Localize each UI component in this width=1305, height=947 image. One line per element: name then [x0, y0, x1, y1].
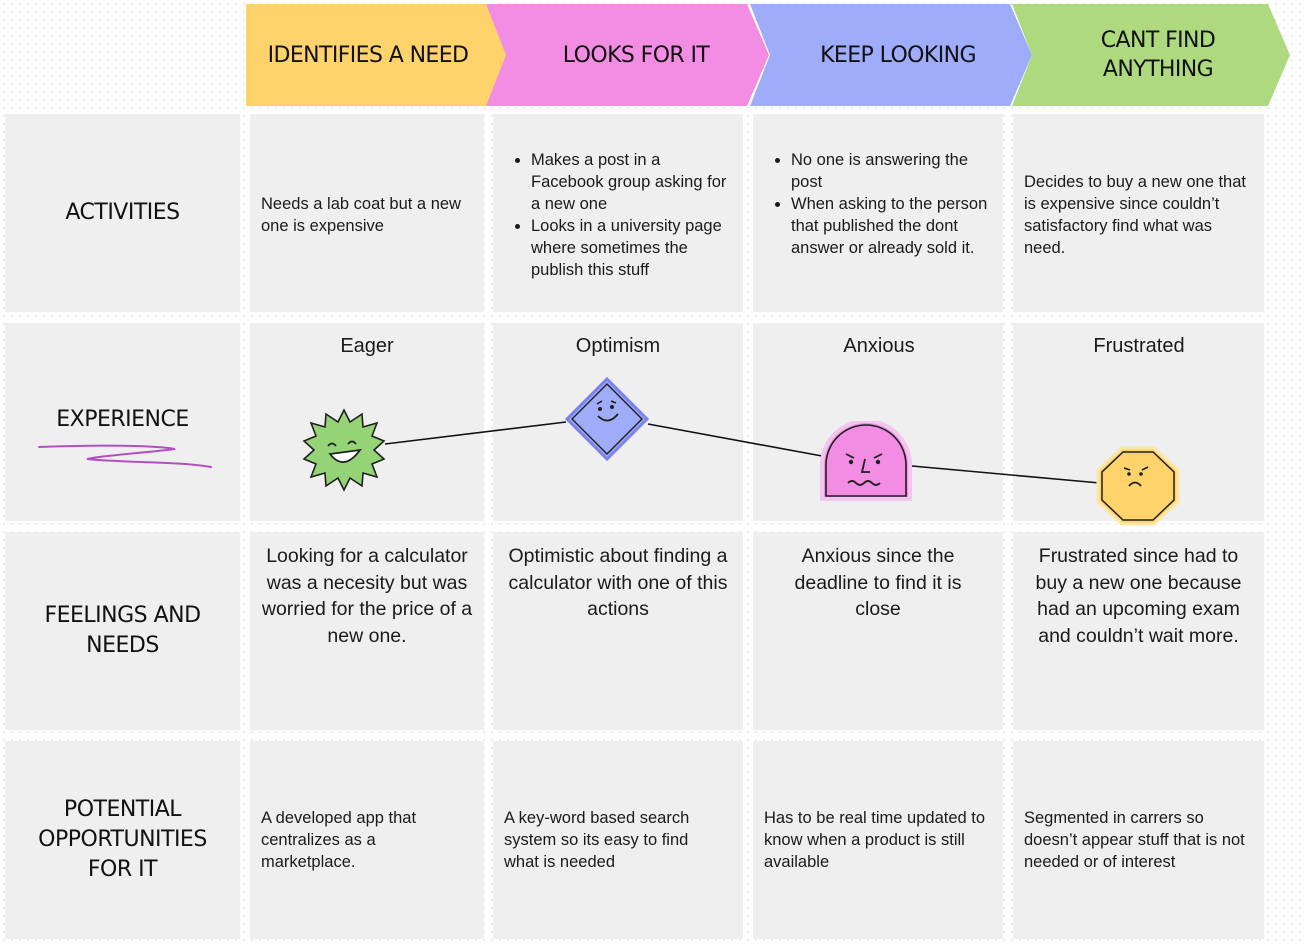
emotion-label-eager: Eager — [340, 335, 394, 357]
activity-item: Makes a post in a Facebook group asking … — [531, 149, 733, 215]
happy-diamond-face-icon — [564, 376, 650, 462]
activity-cell-identifies: Needs a lab coat but a new one is expens… — [250, 114, 484, 312]
activity-item: Looks in a university page where sometim… — [531, 215, 733, 281]
activity-list: No one is answering the post When asking… — [773, 149, 995, 259]
feelings-cell-keep: Anxious since the deadline to find it is… — [753, 532, 1003, 730]
row-label-potential-opportunities: POTENTIAL OPPORTUNITIES FOR IT — [5, 741, 240, 939]
anxious-arch-face-icon — [820, 421, 912, 501]
arrow-shape — [246, 4, 510, 106]
opportunity-cell-identifies: A developed app that centralizes as a ma… — [250, 741, 484, 939]
stage-arrow-looks-for-it: LOOKS FOR IT — [486, 4, 769, 106]
stage-arrow-keep-looking: KEEP LOOKING — [750, 4, 1032, 106]
opportunity-cell-cant-find: Segmented in carrers so doesn’t appear s… — [1013, 741, 1264, 939]
arrow-shape — [486, 4, 769, 106]
activity-list: Makes a post in a Facebook group asking … — [513, 149, 733, 281]
row-label-experience: EXPERIENCE — [5, 323, 240, 521]
feelings-cell-cant-find: Frustrated since had to buy a new one be… — [1013, 532, 1264, 730]
stage-arrow-identifies-a-need: IDENTIFIES A NEED — [246, 4, 510, 106]
arrow-shape — [750, 4, 1032, 106]
arrow-shape — [1012, 4, 1290, 106]
row-label-activities: ACTIVITIES — [5, 114, 240, 312]
scribble-underline — [38, 444, 212, 468]
stage-label: LOOKS FOR IT — [562, 42, 710, 68]
activity-cell-keep: No one is answering the post When asking… — [753, 114, 1003, 312]
emotion-label-frustrated: Frustrated — [1093, 335, 1185, 357]
opportunity-cell-keep: Has to be real time updated to know when… — [753, 741, 1003, 939]
frustrated-octagon-face-icon — [1096, 446, 1180, 526]
stage-arrow-cant-find-anything: CANT FIND ANYTHING — [1012, 4, 1290, 106]
opportunity-cell-looks: A key-word based search system so its ea… — [493, 741, 743, 939]
activity-cell-looks: Makes a post in a Facebook group asking … — [493, 114, 743, 312]
activity-cell-cant-find: Decides to buy a new one that is expensi… — [1013, 114, 1264, 312]
feelings-cell-looks: Optimistic about finding a calculator wi… — [493, 532, 743, 730]
row-label-feelings-and-needs: FEELINGS AND NEEDS — [5, 532, 240, 730]
emotion-label-optimism: Optimism — [575, 335, 661, 357]
activity-item: When asking to the person that published… — [791, 193, 995, 259]
stage-label: KEEP LOOKING — [820, 42, 976, 68]
activity-item: No one is answering the post — [791, 149, 995, 193]
stage-label: IDENTIFIES A NEED — [267, 42, 469, 68]
smiling-sun-face-icon — [302, 408, 386, 492]
stage-label: CANT FIND ANYTHING — [1100, 28, 1216, 82]
feelings-cell-identifies: Looking for a calculator was a necesity … — [250, 532, 484, 730]
emotion-label-anxious: Anxious — [843, 335, 915, 357]
